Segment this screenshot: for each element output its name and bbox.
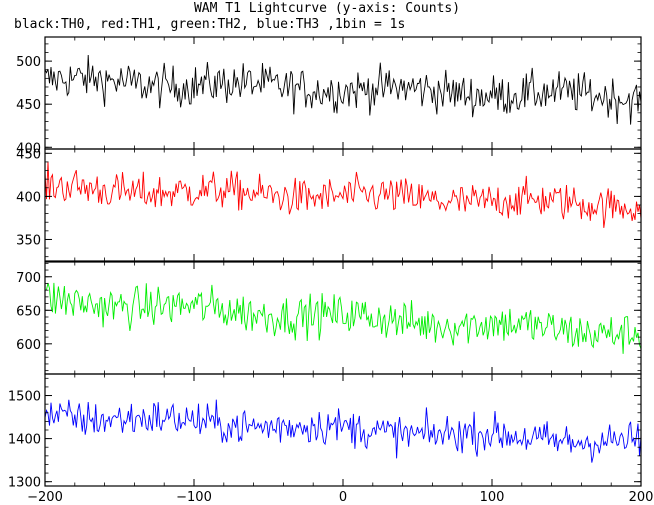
- x-tick-label: 100: [480, 490, 505, 505]
- x-tick-label: 0: [339, 490, 347, 505]
- series-th0-line: [44, 54, 642, 125]
- y-tick-label: 1300: [8, 476, 41, 491]
- y-tick-label: 400: [16, 141, 41, 156]
- chart-title: WAM T1 Lightcurve (y-axis: Counts): [193, 1, 461, 16]
- series-th1-line: [44, 161, 642, 228]
- x-tick-label: −200: [27, 490, 63, 505]
- y-tick-label: 700: [16, 271, 41, 286]
- y-tick-label: 1400: [8, 433, 41, 448]
- panel-frame-th1: [44, 148, 642, 262]
- y-tick-label: 400: [16, 190, 41, 205]
- panel-frame-th2: [44, 261, 642, 375]
- x-tick-label: −100: [176, 490, 212, 505]
- y-tick-label: 450: [16, 147, 41, 162]
- y-tick-label: 350: [16, 233, 41, 248]
- y-tick-label: 600: [16, 338, 41, 353]
- y-tick-label: 500: [16, 55, 41, 70]
- series-th3-line: [44, 399, 642, 463]
- y-tick-label: 450: [16, 98, 41, 113]
- x-tick-label: 200: [629, 490, 654, 505]
- y-tick-label: 1500: [8, 390, 41, 405]
- series-th2-line: [44, 282, 642, 354]
- chart-subtitle: black:TH0, red:TH1, green:TH2, blue:TH3 …: [14, 17, 406, 32]
- y-tick-label: 650: [16, 304, 41, 319]
